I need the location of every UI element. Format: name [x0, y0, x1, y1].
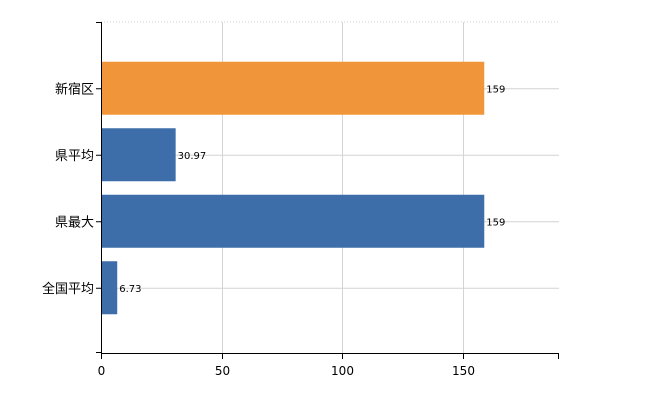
y-tick-label: 新宿区 — [55, 81, 94, 97]
data-label: 30.97 — [178, 151, 207, 162]
bar — [101, 61, 485, 115]
x-tick-label: 0 — [98, 364, 106, 378]
x-tick-label: 50 — [215, 364, 230, 378]
data-label: 159 — [486, 84, 505, 95]
x-tick-label: 100 — [331, 364, 354, 378]
labels: 159 新宿区 30.97 県平均 159 県最大 6.73 全国平均 0 50 100 150 — [42, 81, 505, 378]
bar — [101, 194, 485, 248]
bar — [101, 261, 118, 315]
bars — [101, 61, 485, 315]
axes — [96, 22, 559, 359]
data-label: 6.73 — [119, 284, 141, 295]
y-tick-label: 全国平均 — [42, 281, 94, 297]
y-tick-label: 県最大 — [55, 215, 94, 230]
y-tick-label: 県平均 — [55, 149, 94, 164]
bar — [101, 128, 176, 182]
x-tick-label: 150 — [452, 364, 475, 378]
data-label: 159 — [486, 217, 505, 228]
